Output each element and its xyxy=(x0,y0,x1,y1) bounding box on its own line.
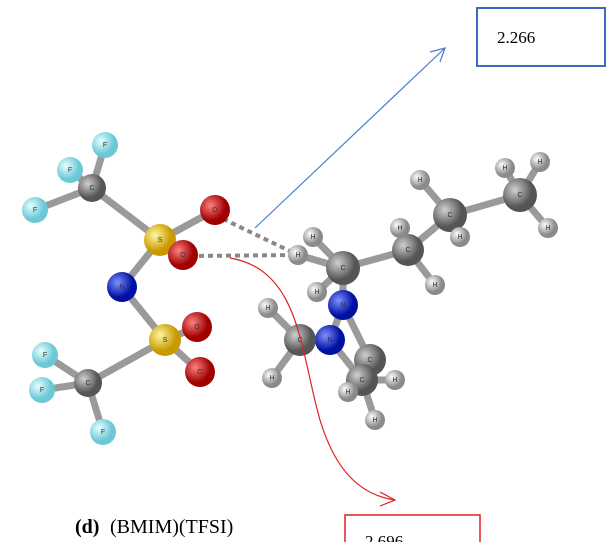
atom-label: H xyxy=(310,234,315,241)
atom-label: O xyxy=(180,252,186,259)
atom-label: H xyxy=(432,282,437,289)
atom-label: H xyxy=(345,389,350,396)
atom-label: O xyxy=(194,324,200,331)
atom-label: C xyxy=(367,357,372,364)
distance-label: 2.266 xyxy=(497,28,535,47)
atom-label: F xyxy=(68,167,72,174)
distance-label: 2.696 xyxy=(365,532,403,542)
atom-label: C xyxy=(85,380,90,387)
distance-arrow xyxy=(255,48,445,228)
atom-label: C xyxy=(359,377,364,384)
atom-label: C xyxy=(89,185,94,192)
atom-label: H xyxy=(295,252,300,259)
atom-label: H xyxy=(537,159,542,166)
atom-label: C xyxy=(405,247,410,254)
atom-label: F xyxy=(43,352,47,359)
molecule-figure: FFFCSOONSOOFFFCHCHHNNCHHCCHHHCHHCHHCHHH … xyxy=(0,0,606,542)
atom-label: H xyxy=(269,375,274,382)
atom-label: H xyxy=(265,305,270,312)
atom-label: N xyxy=(327,337,332,344)
atom-label: F xyxy=(40,387,44,394)
atom-label: C xyxy=(340,265,345,272)
atom-label: H xyxy=(397,225,402,232)
atom-label: F xyxy=(103,142,107,149)
atom-label: H xyxy=(545,225,550,232)
atom-label: S xyxy=(163,337,168,344)
atom-label: F xyxy=(101,429,105,436)
atom-label: H xyxy=(392,377,397,384)
atom-label: S xyxy=(158,237,163,244)
atom-label: C xyxy=(447,212,452,219)
atom-label: H xyxy=(417,177,422,184)
atom-label: O xyxy=(212,207,218,214)
atom-label: C xyxy=(517,192,522,199)
atom-label: O xyxy=(197,369,203,376)
atom-label: N xyxy=(340,302,345,309)
panel-label: (d) xyxy=(75,516,99,538)
atom-label: H xyxy=(502,165,507,172)
atom-label: N xyxy=(119,284,124,291)
atom-label: F xyxy=(33,207,37,214)
atom-label: H xyxy=(314,289,319,296)
caption: (BMIM)(TFSI) xyxy=(110,516,233,538)
atom-label: H xyxy=(372,417,377,424)
atom-label: H xyxy=(457,234,462,241)
